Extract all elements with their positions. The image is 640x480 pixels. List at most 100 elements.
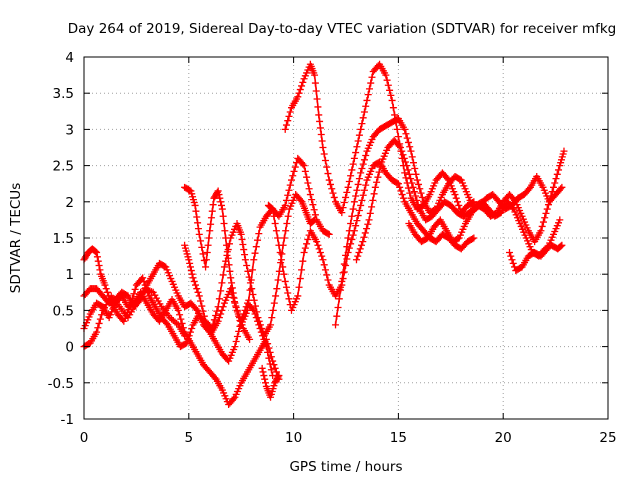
y-tick-label: 1 <box>65 267 74 283</box>
data-point <box>357 125 365 133</box>
data-point <box>414 201 422 209</box>
data-point <box>127 298 135 306</box>
data-point <box>551 179 559 187</box>
data-point <box>103 288 111 296</box>
grid-layer <box>84 57 608 419</box>
data-point <box>209 201 217 209</box>
data-point <box>295 89 303 97</box>
data-point <box>362 151 370 159</box>
data-point <box>352 222 360 230</box>
data-point <box>141 285 149 293</box>
data-point <box>335 295 343 303</box>
data-point <box>195 230 203 238</box>
data-point <box>238 235 246 243</box>
data-point <box>324 230 332 238</box>
data-point <box>200 312 208 320</box>
data-point <box>231 299 239 307</box>
data-point <box>352 192 360 200</box>
data-point <box>209 320 217 328</box>
data-point <box>233 308 241 316</box>
data-point <box>181 340 189 348</box>
data-point <box>267 204 275 212</box>
x-tick-label: 0 <box>80 430 89 446</box>
data-point <box>326 180 334 188</box>
data-point <box>315 245 323 253</box>
data-point <box>240 246 248 254</box>
data-point <box>270 212 278 220</box>
y-tick-label: 0 <box>65 340 74 356</box>
data-point <box>284 212 292 220</box>
data-point <box>339 269 347 277</box>
data-point <box>301 244 309 252</box>
data-point <box>408 153 416 161</box>
data-point <box>129 294 137 302</box>
data-point <box>328 185 336 193</box>
data-point <box>344 183 352 191</box>
data-point <box>363 225 371 233</box>
data-point <box>415 180 423 188</box>
data-point <box>223 248 231 256</box>
data-point <box>365 85 373 93</box>
data-point <box>275 372 283 380</box>
data-point <box>413 176 421 184</box>
data-point <box>358 164 366 172</box>
data-point <box>272 227 280 235</box>
data-point <box>192 281 200 289</box>
data-point <box>297 196 305 204</box>
data-point <box>215 295 223 303</box>
data-point <box>197 297 205 305</box>
data-point <box>318 137 326 145</box>
data-point <box>144 286 152 294</box>
data-point <box>456 175 464 183</box>
series-track-5 <box>181 191 319 340</box>
data-point <box>544 201 552 209</box>
data-point <box>330 193 338 201</box>
data-point <box>402 158 410 166</box>
data-point <box>218 205 226 213</box>
data-point <box>191 201 199 209</box>
data-point <box>267 321 275 329</box>
data-point <box>350 154 358 162</box>
data-point <box>384 81 392 89</box>
data-point <box>317 130 325 138</box>
data-point <box>304 235 312 243</box>
data-point <box>174 306 182 314</box>
data-point <box>228 284 236 292</box>
data-point <box>349 231 357 239</box>
data-point <box>248 285 256 293</box>
data-point <box>340 260 348 268</box>
data-point <box>316 124 324 132</box>
data-point <box>187 267 195 275</box>
data-point <box>333 312 341 320</box>
data-point <box>235 327 243 335</box>
data-point <box>370 190 378 198</box>
data-point <box>411 164 419 172</box>
data-point <box>443 175 451 183</box>
data-point <box>557 242 565 250</box>
data-point <box>394 133 402 141</box>
data-point <box>454 198 462 206</box>
data-point <box>397 187 405 195</box>
data-point <box>404 138 412 146</box>
data-point <box>344 234 352 242</box>
data-point <box>220 263 228 271</box>
data-point <box>347 240 355 248</box>
data-point <box>352 256 360 264</box>
data-point <box>194 225 202 233</box>
data-point <box>244 267 252 275</box>
data-point <box>299 78 307 86</box>
data-point <box>198 302 206 310</box>
data-point <box>296 86 304 94</box>
data-point <box>176 311 184 319</box>
data-point <box>295 283 303 291</box>
data-point <box>312 87 320 95</box>
data-point <box>355 248 363 256</box>
data-point <box>318 252 326 260</box>
data-point <box>131 285 139 293</box>
data-point <box>560 147 568 155</box>
data-point <box>211 374 219 382</box>
y-tick-label: -1 <box>61 412 74 428</box>
data-point <box>274 276 282 284</box>
data-point <box>405 170 413 178</box>
data-point <box>310 206 318 214</box>
